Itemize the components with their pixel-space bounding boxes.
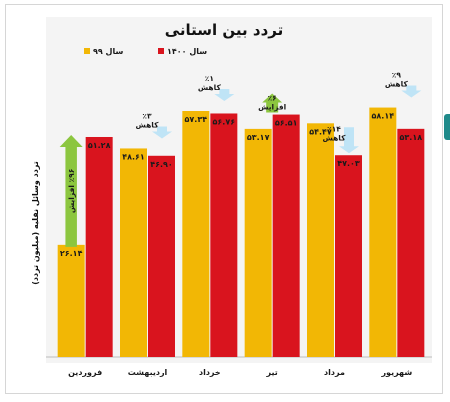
bar-1400-4 [335,155,362,357]
category-labels: فروردین اردیبهشت خرداد تیر مرداد شهریور [68,368,412,377]
chart-frame: تردد بین استانی سال ۹۹ سال ۱۴۰۰ تردد وسائ… [5,4,443,394]
annotation-percent: ٪۶ [268,94,277,103]
bar-99-1 [120,148,147,357]
annotation-label: کاهش [385,80,409,89]
bar-99-2 [182,110,210,357]
category-label-2: خرداد [199,368,221,377]
legend-item-99: سال ۹۹ [84,47,123,56]
decrease-arrow-icon [339,127,359,154]
annotation-label: کاهش [136,120,160,129]
decrease-arrow-icon [214,88,235,101]
side-tab[interactable] [444,114,450,140]
annotation-percent: ٪۱۴ [327,124,341,133]
category-label-4: مرداد [324,368,345,377]
bar-1400-0 [85,136,113,357]
chart-title: تردد بین استانی [165,21,284,39]
increase-arrow-icon [262,93,283,113]
bars-group: ۲۶.۱۴ ۵۱.۲۸ ۴۸.۶۱ ۴۶.۹۰ ۵۷.۳۴ ۵۶.۷۶ ۵۳.۱۷ ۵۶.۵۱… [57,107,425,358]
value-label-1400-3: ۵۶.۵۱ [275,119,298,128]
value-label-1400-1: ۴۶.۹۰ [150,160,173,169]
value-label-99-0: ۲۶.۱۴ [60,249,83,258]
value-label-99-1: ۴۸.۶۱ [122,152,145,161]
category-label-1: اردیبهشت [128,368,168,377]
legend: سال ۹۹ سال ۱۴۰۰ [84,47,207,56]
value-label-1400-0: ۵۱.۲۸ [88,141,111,150]
decrease-arrow-icon [152,126,172,139]
value-label-99-2: ۵۷.۳۴ [185,115,208,124]
bar-99-3 [244,128,272,357]
annotation-label: کاهش [323,133,347,142]
bar-1400-1 [148,155,175,357]
legend-label: سال ۹۹ [93,47,123,56]
category-label-3: تیر [266,368,278,377]
bar-1400-3 [272,114,300,358]
value-label-99-4: ۵۴.۴۷ [309,127,332,136]
annotation-percent: ٪۱ [205,74,214,83]
legend-item-1400: سال ۱۴۰۰ [158,47,207,56]
bar-99-5 [369,107,397,358]
bar-99-0 [57,244,85,357]
category-label-5: شهریور [380,368,412,377]
legend-swatch [158,48,164,54]
value-label-99-5: ۵۸.۱۴ [372,112,395,121]
annotation-label: ٪۹۶ افزایش [67,169,76,213]
annotation-label: کاهش [198,83,222,92]
category-label-0: فروردین [68,368,102,377]
bar-chart: تردد بین استانی سال ۹۹ سال ۱۴۰۰ تردد وسائ… [31,17,432,377]
legend-swatch [84,48,90,54]
value-label-99-3: ۵۳.۱۷ [247,133,270,142]
bar-1400-5 [397,128,425,357]
decrease-arrow-icon [401,85,422,98]
annotation-label: افزایش [258,103,286,112]
value-label-1400-4: ۴۷.۰۳ [337,159,360,168]
bar-1400-2 [210,113,238,357]
value-label-1400-2: ۵۶.۷۶ [213,117,236,126]
annotation-percent: ٪۳ [142,111,152,120]
annotation-percent: ٪۹ [392,71,402,80]
bar-99-4 [307,123,334,358]
legend-label: سال ۱۴۰۰ [167,47,207,56]
y-axis-label: تردد وسائل نقلیه (میلیون تردد) [31,161,40,285]
value-label-1400-5: ۵۳.۱۸ [400,133,423,142]
